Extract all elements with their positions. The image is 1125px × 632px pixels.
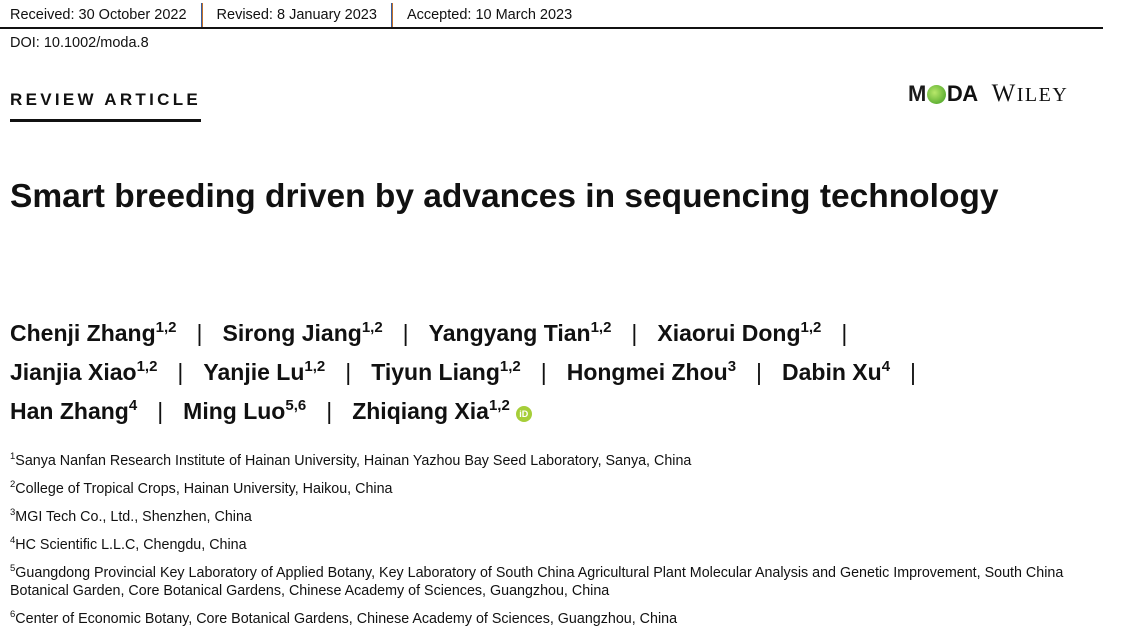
affiliation-text: College of Tropical Crops, Hainan Univer… — [15, 481, 393, 497]
received-date: Received: 30 October 2022 — [10, 7, 187, 23]
author-list: Chenji Zhang1,2 | Sirong Jiang1,2 | Yangyang… — [10, 314, 1110, 431]
affiliation: 4HC Scientific L.L.C, Chengdu, China — [10, 536, 1110, 554]
author-separator: | — [841, 320, 848, 346]
author-separator: | — [402, 320, 409, 346]
affiliation-number: 6 — [10, 609, 16, 620]
author[interactable]: Jianjia Xiao1,2 — [10, 359, 157, 385]
author-name: Ming Luo — [183, 398, 286, 424]
moda-logo: M DA — [908, 81, 978, 106]
author[interactable]: Chenji Zhang1,2 — [10, 320, 177, 346]
affiliation-number: 2 — [10, 479, 16, 490]
author-separator: | — [196, 320, 203, 346]
author-name: Yanjie Lu — [203, 359, 305, 385]
author-name: Tiyun Liang — [371, 359, 500, 385]
affiliation: 1Sanya Nanfan Research Institute of Hain… — [10, 452, 1110, 470]
affiliation-number: 4 — [10, 535, 16, 546]
article-type: REVIEW ARTICLE — [10, 90, 202, 122]
author-name: Sirong Jiang — [222, 320, 362, 346]
author-affiliation: 1,2 — [590, 319, 612, 336]
author[interactable]: Tiyun Liang1,2 — [371, 359, 521, 385]
affiliation-number: 1 — [10, 451, 16, 462]
author-name: Han Zhang — [10, 398, 129, 424]
affiliation: 3MGI Tech Co., Ltd., Shenzhen, China — [10, 508, 1110, 526]
affiliation: 5Guangdong Provincial Key Laboratory of … — [10, 564, 1110, 600]
author-affiliation: 1,2 — [488, 397, 510, 414]
accepted-date: Accepted: 10 March 2023 — [406, 7, 573, 23]
wiley-logo: WILEY — [991, 80, 1069, 107]
author-name: Zhiqiang Xia — [352, 398, 489, 424]
orcid-icon[interactable]: iD — [515, 406, 532, 422]
author-separator: | — [756, 359, 763, 385]
publisher-logos: M DA WILEY — [908, 80, 1068, 108]
globe-icon — [926, 84, 946, 104]
author-affiliation: 1,2 — [136, 358, 158, 375]
author[interactable]: Dabin Xu4 — [782, 359, 890, 385]
author[interactable]: Xiaorui Dong1,2 — [657, 320, 821, 346]
author-affiliation: 1,2 — [499, 358, 521, 375]
affiliation: 2College of Tropical Crops, Hainan Unive… — [10, 480, 1110, 498]
paper-title: Smart breeding driven by advances in seq… — [10, 178, 999, 215]
author-separator: | — [177, 359, 184, 385]
author-affiliation: 5,6 — [285, 397, 307, 414]
affiliation-text: Guangdong Provincial Key Laboratory of A… — [10, 565, 1064, 599]
divider — [200, 3, 203, 27]
author-separator: | — [540, 359, 547, 385]
affiliation-number: 5 — [10, 563, 16, 574]
author-name: Yangyang Tian — [428, 320, 591, 346]
author-affiliation: 3 — [727, 358, 737, 375]
affiliation: 6Center of Economic Botany, Core Botanic… — [10, 610, 1110, 628]
author-affiliation: 1,2 — [800, 319, 822, 336]
revised-date: Revised: 8 January 2023 — [216, 7, 377, 23]
author[interactable]: Sirong Jiang1,2 — [223, 320, 383, 346]
author[interactable]: Ming Luo5,6 — [183, 398, 306, 424]
author-affiliation: 1,2 — [155, 319, 177, 336]
affiliation-number: 3 — [10, 507, 16, 518]
divider — [390, 3, 393, 27]
author-separator: | — [631, 320, 638, 346]
affiliation-text: Center of Economic Botany, Core Botanica… — [15, 611, 678, 627]
author-separator: | — [345, 359, 352, 385]
author[interactable]: Hongmei Zhou3 — [567, 359, 736, 385]
author-name: Chenji Zhang — [10, 320, 156, 346]
author-affiliation: 4 — [881, 358, 891, 375]
author[interactable]: Han Zhang4 — [10, 398, 137, 424]
affiliation-text: HC Scientific L.L.C, Chengdu, China — [15, 537, 247, 553]
author-name: Dabin Xu — [782, 359, 882, 385]
author-name: Xiaorui Dong — [657, 320, 801, 346]
author-name: Jianjia Xiao — [10, 359, 137, 385]
author-separator: | — [326, 398, 333, 424]
affiliation-text: Sanya Nanfan Research Institute of Haina… — [15, 453, 692, 469]
author[interactable]: Zhiqiang Xia1,2 — [352, 398, 510, 424]
author[interactable]: Yangyang Tian1,2 — [429, 320, 612, 346]
doi[interactable]: DOI: 10.1002/moda.8 — [10, 35, 149, 51]
article-dates: Received: 30 October 2022 Revised: 8 Jan… — [10, 3, 586, 27]
affiliation-text: MGI Tech Co., Ltd., Shenzhen, China — [15, 509, 252, 525]
author-affiliation: 4 — [128, 397, 138, 414]
author[interactable]: Yanjie Lu1,2 — [203, 359, 325, 385]
author-affiliation: 1,2 — [361, 319, 383, 336]
author-name: Hongmei Zhou — [566, 359, 728, 385]
header-rule — [0, 27, 1103, 29]
author-separator: | — [910, 359, 917, 385]
author-separator: | — [157, 398, 164, 424]
author-affiliation: 1,2 — [304, 358, 326, 375]
